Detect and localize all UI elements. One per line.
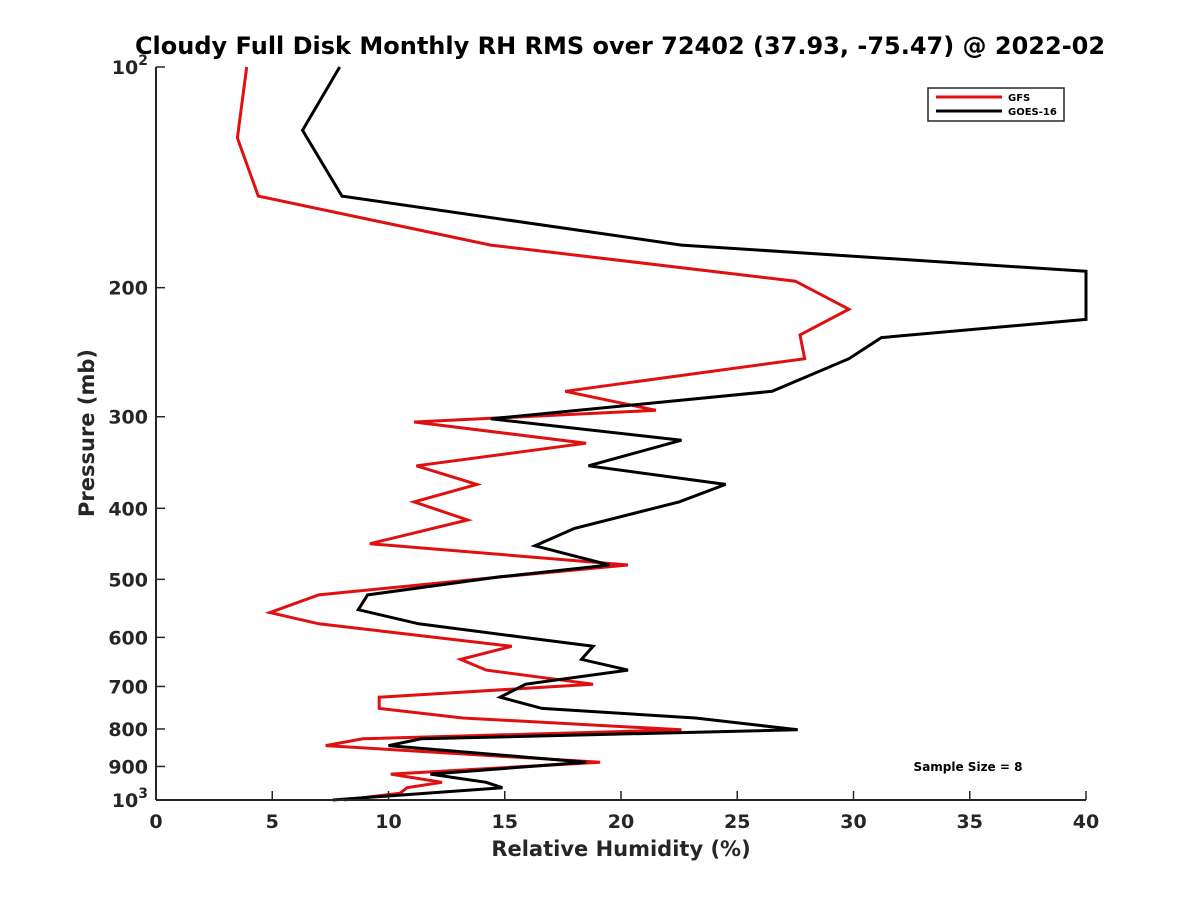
x-tick-label: 40 <box>1073 811 1099 833</box>
chart-title: Cloudy Full Disk Monthly RH RMS over 724… <box>135 32 1105 60</box>
y-tick-label: 400 <box>108 498 148 520</box>
x-axis-label: Relative Humidity (%) <box>491 837 750 861</box>
x-tick-label: 35 <box>957 811 983 833</box>
x-tick-label: 0 <box>149 811 162 833</box>
legend-label-goes-16: GOES-16 <box>1008 107 1057 118</box>
x-tick-label: 5 <box>266 811 279 833</box>
x-ticks: 0 5 10 15 20 25 30 35 40 <box>149 791 1099 833</box>
legend: GFS GOES-16 <box>927 87 1065 122</box>
y-tick-label: 300 <box>108 407 148 429</box>
y-tick-label: 600 <box>108 627 148 649</box>
y-tick-label: 700 <box>108 676 148 698</box>
series-line-goes-16 <box>300 66 1088 802</box>
y-tick-label: 800 <box>108 719 148 741</box>
series-layer <box>235 66 1088 802</box>
y-tick-label: 900 <box>108 756 148 778</box>
y-axis-label: Pressure (mb) <box>75 349 99 517</box>
y-ticks: 102 200 300 400 500 600 700 800 900 103 <box>108 53 165 812</box>
x-tick-label: 10 <box>375 811 401 833</box>
sample-size-annotation: Sample Size = 8 <box>914 760 1023 774</box>
x-tick-label: 20 <box>608 811 634 833</box>
series-line-gfs <box>235 66 853 802</box>
y-tick-label: 200 <box>108 278 148 300</box>
legend-label-gfs: GFS <box>1008 93 1030 104</box>
x-tick-label: 15 <box>492 811 518 833</box>
y-tick-label: 500 <box>108 569 148 591</box>
legend-box <box>927 87 1065 122</box>
y-tick-label: 103 <box>112 786 148 812</box>
y-tick-label: 102 <box>112 53 148 79</box>
x-tick-label: 30 <box>840 811 866 833</box>
x-tick-label: 25 <box>724 811 750 833</box>
